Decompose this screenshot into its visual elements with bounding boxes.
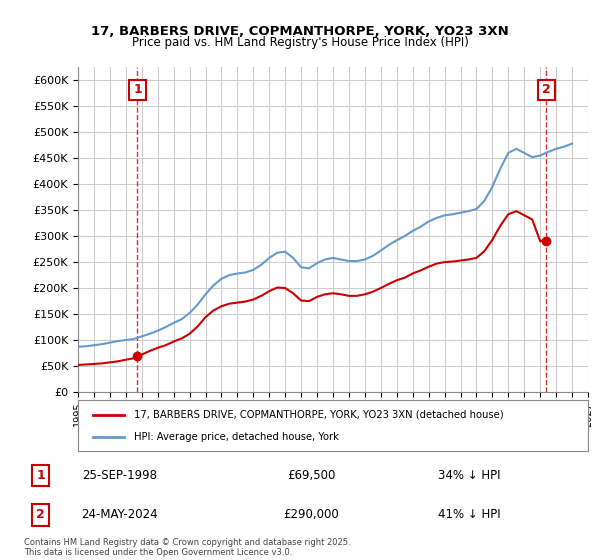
Text: £290,000: £290,000 — [283, 508, 339, 521]
Text: Contains HM Land Registry data © Crown copyright and database right 2025.
This d: Contains HM Land Registry data © Crown c… — [24, 538, 350, 557]
Text: 34% ↓ HPI: 34% ↓ HPI — [438, 469, 500, 482]
Text: 1: 1 — [133, 83, 142, 96]
Text: 24-MAY-2024: 24-MAY-2024 — [81, 508, 158, 521]
Text: 41% ↓ HPI: 41% ↓ HPI — [438, 508, 500, 521]
Text: £69,500: £69,500 — [287, 469, 335, 482]
Text: 1: 1 — [36, 469, 45, 482]
Text: 17, BARBERS DRIVE, COPMANTHORPE, YORK, YO23 3XN (detached house): 17, BARBERS DRIVE, COPMANTHORPE, YORK, Y… — [134, 409, 504, 419]
Text: 2: 2 — [542, 83, 551, 96]
Text: HPI: Average price, detached house, York: HPI: Average price, detached house, York — [134, 432, 339, 442]
Text: 2: 2 — [36, 508, 45, 521]
Text: 17, BARBERS DRIVE, COPMANTHORPE, YORK, YO23 3XN: 17, BARBERS DRIVE, COPMANTHORPE, YORK, Y… — [91, 25, 509, 38]
Text: 25-SEP-1998: 25-SEP-1998 — [82, 469, 157, 482]
Text: Price paid vs. HM Land Registry's House Price Index (HPI): Price paid vs. HM Land Registry's House … — [131, 36, 469, 49]
